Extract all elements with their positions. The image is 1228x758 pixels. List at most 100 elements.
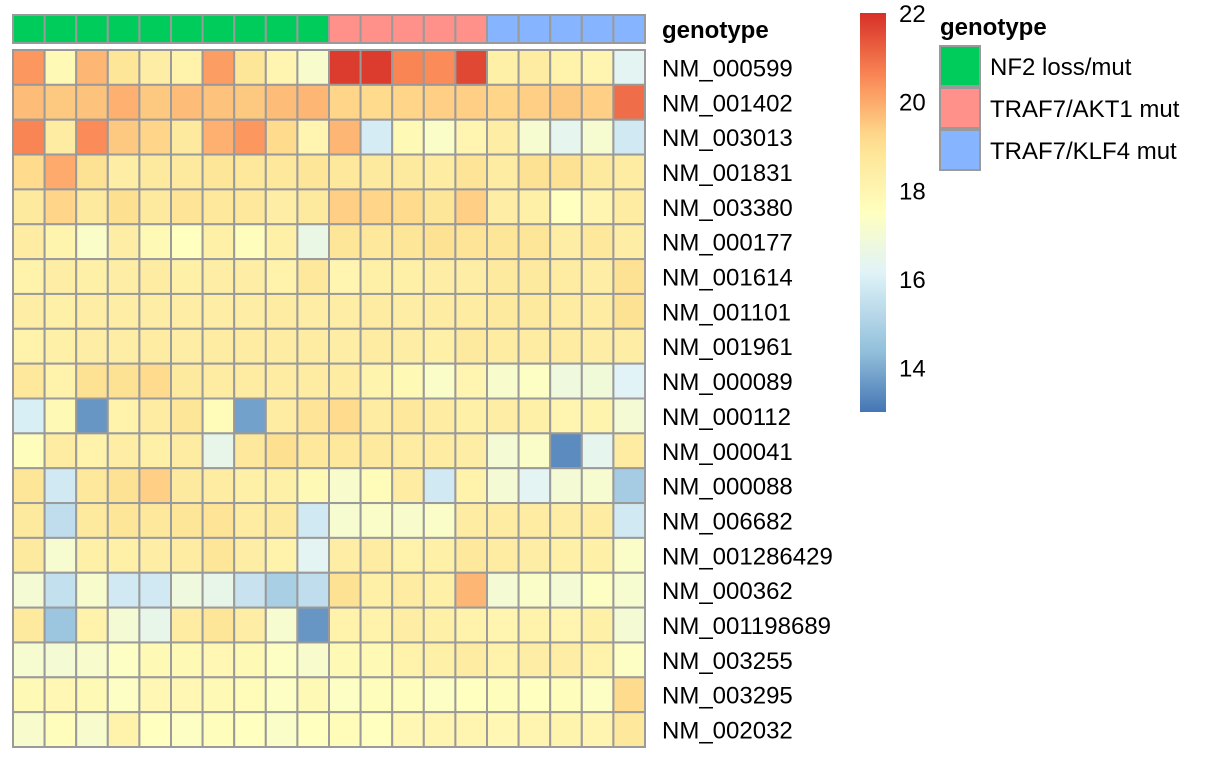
heatmap-cell bbox=[170, 258, 204, 295]
heatmap-cell bbox=[106, 711, 141, 749]
annotation-cell bbox=[106, 14, 141, 44]
heatmap-cell bbox=[328, 502, 362, 539]
heatmap-cell bbox=[391, 711, 425, 749]
heatmap-cell bbox=[264, 536, 299, 574]
colorbar bbox=[860, 13, 886, 412]
heatmap-cell bbox=[233, 362, 267, 400]
heatmap-cell bbox=[138, 432, 172, 470]
heatmap-cell bbox=[517, 571, 552, 609]
annotation-cell bbox=[170, 14, 204, 44]
heatmap-cell bbox=[486, 188, 520, 226]
heatmap-cell bbox=[75, 49, 109, 86]
heatmap-cell bbox=[580, 49, 615, 86]
heatmap-cell bbox=[580, 467, 615, 505]
heatmap-cell bbox=[170, 49, 204, 86]
heatmap-cell bbox=[43, 362, 78, 400]
heatmap-cell bbox=[422, 362, 457, 400]
row-label: NM_000177 bbox=[662, 230, 793, 257]
heatmap-cell bbox=[454, 118, 488, 156]
heatmap-cell bbox=[486, 571, 520, 609]
heatmap-cell bbox=[612, 641, 647, 679]
heatmap-cell bbox=[517, 83, 552, 121]
heatmap-cell bbox=[328, 606, 362, 644]
heatmap-cell bbox=[12, 49, 46, 86]
heatmap-cell bbox=[391, 432, 425, 470]
heatmap-cell bbox=[422, 153, 457, 191]
heatmap-cell bbox=[264, 223, 299, 261]
heatmap-cell bbox=[296, 641, 330, 679]
row-label: NM_003295 bbox=[662, 683, 793, 710]
heatmap-cell bbox=[233, 223, 267, 261]
heatmap-cell bbox=[296, 606, 330, 644]
annotation-cell bbox=[328, 14, 362, 44]
heatmap-cell bbox=[454, 641, 488, 679]
row-label: NM_003013 bbox=[662, 125, 793, 152]
heatmap-cell bbox=[201, 502, 236, 539]
heatmap-cell bbox=[454, 223, 488, 261]
row-label: NM_001101 bbox=[662, 299, 791, 326]
heatmap-cell bbox=[106, 327, 141, 365]
heatmap-cell bbox=[106, 118, 141, 156]
legend-label: TRAF7/KLF4 mut bbox=[990, 138, 1177, 165]
heatmap-cell bbox=[75, 153, 109, 191]
heatmap-cell bbox=[391, 49, 425, 86]
heatmap-cell bbox=[549, 502, 583, 539]
heatmap-cell bbox=[75, 467, 109, 505]
heatmap-cell bbox=[12, 362, 46, 400]
heatmap-cell bbox=[486, 676, 520, 714]
heatmap-cell bbox=[359, 676, 394, 714]
heatmap-cell bbox=[517, 397, 552, 435]
heatmap-cell bbox=[454, 536, 488, 574]
heatmap-cell bbox=[201, 606, 236, 644]
heatmap-cell bbox=[486, 83, 520, 121]
heatmap-cell bbox=[233, 711, 267, 749]
row-label: NM_002032 bbox=[662, 718, 793, 745]
heatmap-cell bbox=[422, 83, 457, 121]
heatmap-cell bbox=[517, 188, 552, 226]
heatmap-cell bbox=[580, 676, 615, 714]
heatmap-cell bbox=[264, 467, 299, 505]
heatmap-cell bbox=[233, 571, 267, 609]
heatmap-cell bbox=[612, 571, 647, 609]
heatmap-cell bbox=[517, 223, 552, 261]
heatmap-cell bbox=[296, 711, 330, 749]
heatmap-cell bbox=[264, 432, 299, 470]
heatmap-cell bbox=[75, 83, 109, 121]
heatmap-cell bbox=[296, 536, 330, 574]
heatmap-cell bbox=[580, 327, 615, 365]
heatmap-cell bbox=[138, 536, 172, 574]
heatmap-cell bbox=[486, 467, 520, 505]
heatmap-cell bbox=[359, 292, 394, 330]
heatmap-cell bbox=[264, 711, 299, 749]
heatmap-cell bbox=[517, 606, 552, 644]
heatmap-cell bbox=[391, 223, 425, 261]
heatmap-cell bbox=[422, 711, 457, 749]
heatmap-cell bbox=[296, 432, 330, 470]
heatmap-cell bbox=[296, 327, 330, 365]
heatmap-cell bbox=[170, 188, 204, 226]
genotype-legend: NF2 loss/mut TRAF7/AKT1 mut TRAF7/KLF4 mut bbox=[939, 45, 1180, 171]
heatmap-cell bbox=[201, 118, 236, 156]
heatmap-cell bbox=[106, 153, 141, 191]
heatmap-cell bbox=[264, 118, 299, 156]
heatmap-cell bbox=[201, 362, 236, 400]
heatmap-cell bbox=[549, 327, 583, 365]
heatmap-cell bbox=[106, 362, 141, 400]
heatmap-cell bbox=[201, 188, 236, 226]
heatmap-cell bbox=[296, 118, 330, 156]
colorbar-ticks: 14 16 18 20 22 bbox=[899, 1, 926, 383]
heatmap-cell bbox=[138, 641, 172, 679]
annotation-cell bbox=[391, 14, 425, 44]
heatmap-cell bbox=[517, 258, 552, 295]
heatmap-cell bbox=[170, 536, 204, 574]
heatmap-cell bbox=[454, 606, 488, 644]
heatmap-cell bbox=[106, 258, 141, 295]
annotation-cell bbox=[264, 14, 299, 44]
heatmap-cell bbox=[170, 83, 204, 121]
annotation-cell bbox=[580, 14, 615, 44]
heatmap-cell bbox=[580, 641, 615, 679]
heatmap-cell bbox=[580, 711, 615, 749]
heatmap-cell bbox=[359, 502, 394, 539]
heatmap-cell bbox=[454, 83, 488, 121]
